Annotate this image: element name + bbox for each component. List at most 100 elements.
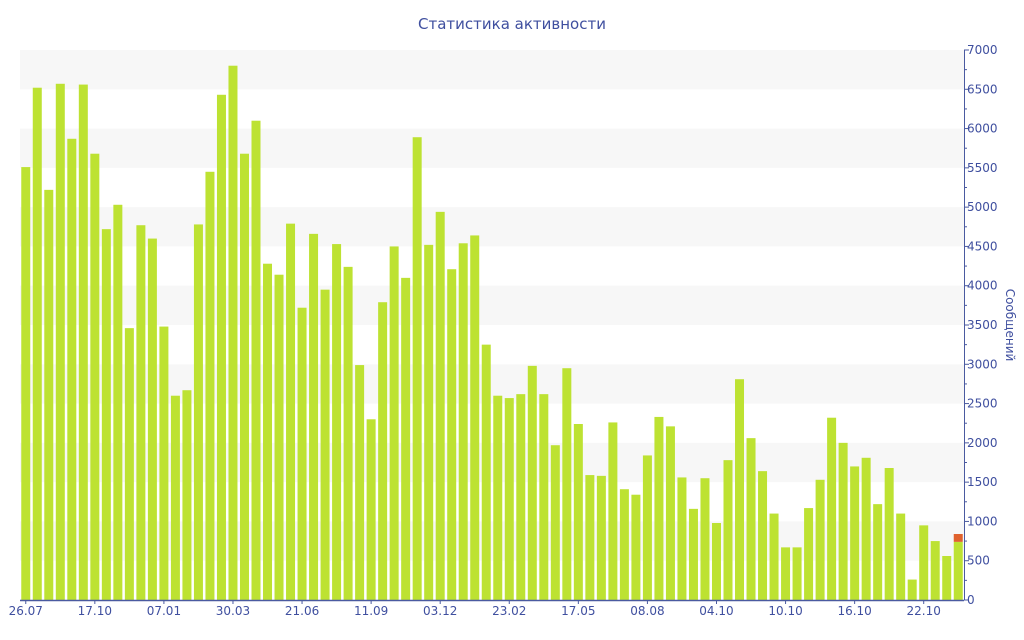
- bar-main: [665, 426, 675, 600]
- bar-main: [320, 289, 330, 600]
- bar-main: [481, 344, 491, 600]
- bar-main: [631, 494, 641, 600]
- bar-main: [884, 468, 894, 600]
- bar-main: [366, 419, 376, 600]
- y-tick-label: 4500: [967, 239, 998, 253]
- bar-main: [239, 153, 249, 600]
- bar-main: [907, 579, 917, 600]
- bar-main: [896, 513, 906, 600]
- bar-main: [550, 445, 560, 600]
- axes: 0 500 1000 1500 2000 2500 3000 3500 4000 4500 5000…: [9, 43, 998, 618]
- bars: [21, 65, 963, 601]
- bar-main: [228, 65, 238, 600]
- x-tick-label: 17.05: [561, 604, 595, 618]
- bar-main: [596, 475, 606, 600]
- bar-main: [942, 556, 952, 600]
- bar-main: [355, 365, 365, 600]
- bar-main: [504, 398, 514, 600]
- bar-main: [44, 189, 54, 600]
- y-tick-label: 5500: [967, 161, 998, 175]
- bar-main: [216, 94, 226, 601]
- bar-main: [827, 417, 837, 600]
- bar-main: [159, 326, 169, 600]
- bar-main: [182, 390, 192, 600]
- bar-main: [55, 83, 65, 601]
- bar-main: [711, 523, 721, 600]
- x-tick-label: 26.07: [9, 604, 43, 618]
- bar-main: [90, 153, 100, 600]
- bar-main: [378, 302, 388, 600]
- bar-main: [585, 475, 595, 600]
- bar-main: [642, 455, 652, 600]
- x-tick-label: 11.09: [354, 604, 388, 618]
- bar-main: [688, 508, 698, 600]
- bar-main: [861, 457, 871, 600]
- y-tick-label: 1500: [967, 475, 998, 489]
- y-tick-label: 6000: [967, 122, 998, 136]
- bar-main: [792, 547, 802, 600]
- y-tick-label: 5000: [967, 200, 998, 214]
- bar-extra: [953, 534, 963, 542]
- bar-main: [769, 513, 779, 600]
- y-tick-label: 0: [967, 593, 975, 607]
- x-tick-label: 04.10: [699, 604, 733, 618]
- bar-main: [723, 460, 733, 600]
- chart-title: Статистика активности: [418, 15, 606, 33]
- bar-main: [539, 394, 549, 600]
- bar-main: [746, 438, 756, 600]
- y-axis-label: Сообщений: [1003, 289, 1017, 362]
- bar-main: [930, 541, 940, 600]
- bar-main: [493, 395, 503, 600]
- y-tick-label: 2500: [967, 397, 998, 411]
- bar-main: [124, 328, 134, 600]
- bar-main: [67, 138, 77, 601]
- x-tick-label: 16.10: [837, 604, 871, 618]
- bar-main: [286, 223, 296, 600]
- y-tick-label: 6500: [967, 82, 998, 96]
- bar-main: [654, 416, 664, 600]
- bar-main: [838, 442, 848, 600]
- bar-main: [78, 84, 88, 601]
- bar-main: [562, 368, 572, 600]
- bar-main: [516, 394, 526, 600]
- bar-main: [297, 307, 307, 600]
- bar-main: [435, 211, 445, 600]
- y-tick-label: 1000: [967, 514, 998, 528]
- bar-main: [21, 167, 31, 601]
- x-tick-label: 21.06: [285, 604, 319, 618]
- bar-main: [101, 229, 111, 600]
- bar-main: [113, 204, 123, 601]
- bar-main: [873, 504, 883, 600]
- bar-main: [263, 263, 273, 600]
- y-tick-label: 500: [967, 554, 990, 568]
- bar-main: [735, 379, 745, 600]
- grid-band: [20, 207, 964, 247]
- bar-main: [953, 541, 963, 600]
- bar-main: [470, 235, 480, 600]
- grid-band: [20, 50, 964, 90]
- bar-main: [677, 477, 687, 600]
- bar-main: [412, 137, 422, 600]
- bar-main: [136, 225, 146, 600]
- bar-main: [251, 120, 261, 600]
- bar-main: [815, 479, 825, 600]
- bar-main: [608, 422, 618, 600]
- y-tick-label: 2000: [967, 436, 998, 450]
- x-tick-label: 17.10: [78, 604, 112, 618]
- bar-main: [193, 224, 203, 600]
- y-tick-label: 3000: [967, 357, 998, 371]
- bar-main: [170, 395, 180, 600]
- bar-main: [343, 266, 353, 600]
- y-tick-label: 3500: [967, 318, 998, 332]
- bar-main: [389, 246, 399, 600]
- bar-main: [274, 274, 284, 600]
- bar-main: [309, 233, 319, 600]
- x-tick-label: 22.10: [907, 604, 941, 618]
- bar-main: [758, 471, 768, 600]
- bar-main: [804, 508, 814, 600]
- bar-main: [619, 489, 629, 600]
- x-tick-label: 30.03: [216, 604, 250, 618]
- bar-main: [781, 547, 791, 600]
- bar-main: [205, 171, 215, 601]
